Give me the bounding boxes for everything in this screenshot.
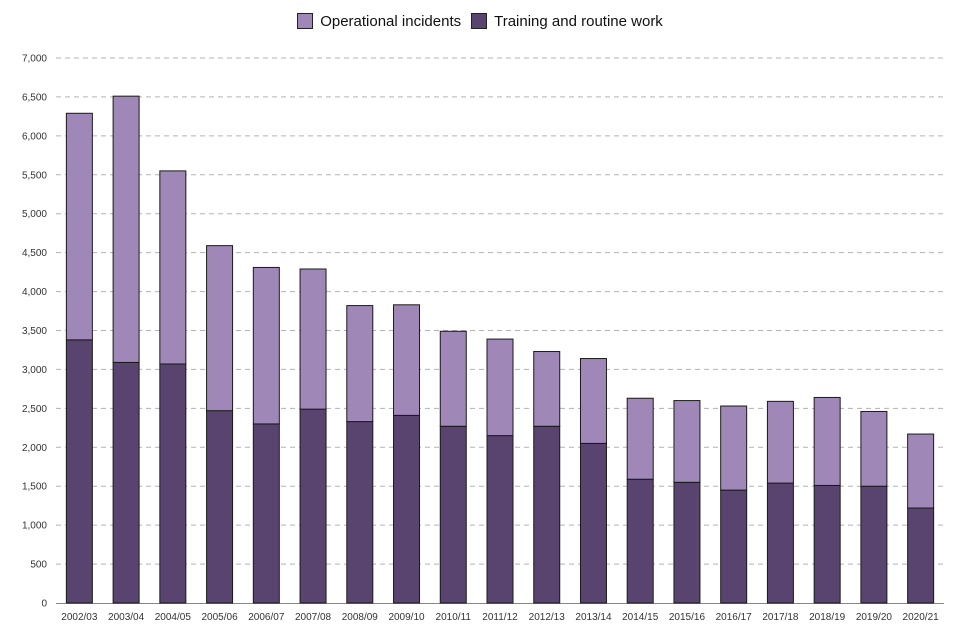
y-tick-label: 1,000 <box>22 521 47 532</box>
bar-training-and-routine-work <box>673 481 701 604</box>
x-tick-label: 2004/05 <box>155 612 192 623</box>
bar-training-and-routine-work <box>486 435 514 604</box>
bar-operational-incidents <box>720 405 748 491</box>
bar-training-and-routine-work <box>766 482 794 604</box>
legend-item-operational-incidents: Operational incidents <box>297 13 461 30</box>
bar-training-and-routine-work <box>346 421 374 604</box>
x-tick-label: 2006/07 <box>248 612 285 623</box>
bar-operational-incidents <box>860 410 888 487</box>
bar-operational-incidents <box>159 170 187 365</box>
bar-training-and-routine-work <box>813 484 841 604</box>
bar-operational-incidents <box>299 268 327 410</box>
x-tick-label: 2007/08 <box>295 612 332 623</box>
bar-operational-incidents <box>252 266 280 425</box>
bar-training-and-routine-work <box>720 489 748 604</box>
x-tick-label: 2012/13 <box>529 612 566 623</box>
x-tick-label: 2002/03 <box>61 612 98 623</box>
y-tick-label: 2,500 <box>22 404 47 415</box>
y-tick-label: 2,000 <box>22 443 47 454</box>
bar-operational-incidents <box>393 304 421 416</box>
y-tick-label: 5,000 <box>22 209 47 220</box>
bar-operational-incidents <box>813 396 841 486</box>
legend-label-operational-incidents: Operational incidents <box>320 12 462 30</box>
bar-training-and-routine-work <box>112 361 140 604</box>
bar-operational-incidents <box>626 397 654 480</box>
x-axis-ticks: 2002/03 2003/04 2004/05 2005/06 2006/07 2007/… <box>61 612 939 623</box>
bar-operational-incidents <box>439 330 467 427</box>
bar-training-and-routine-work <box>860 485 888 604</box>
legend-item-training-routine: Training and routine work <box>471 13 663 30</box>
x-tick-label: 2010/11 <box>436 612 472 623</box>
y-tick-label: 6,500 <box>22 92 47 103</box>
x-tick-label: 2018/19 <box>809 612 846 623</box>
bar-training-and-routine-work <box>439 425 467 604</box>
x-tick-label: 2019/20 <box>856 612 893 623</box>
bar-operational-incidents <box>579 358 607 444</box>
x-tick-label: 2013/14 <box>575 612 612 623</box>
bar-operational-incidents <box>346 305 374 423</box>
x-tick-label: 2008/09 <box>342 612 379 623</box>
y-tick-label: 1,500 <box>22 482 47 493</box>
x-tick-label: 2003/04 <box>108 612 145 623</box>
bar-operational-incidents <box>112 95 140 363</box>
bar-operational-incidents <box>206 245 234 412</box>
bar-training-and-routine-work <box>533 425 561 604</box>
bar-training-and-routine-work <box>65 339 93 604</box>
y-axis-ticks: 0 500 1,000 1,500 2,000 2,500 3,000 3,500 4,000 4… <box>22 54 47 610</box>
y-tick-label: 500 <box>30 560 47 571</box>
bar-training-and-routine-work <box>579 442 607 604</box>
x-tick-label: 2015/16 <box>669 612 706 623</box>
y-tick-label: 3,000 <box>22 365 47 376</box>
x-tick-label: 2020/21 <box>903 612 940 623</box>
x-tick-label: 2011/12 <box>482 612 518 623</box>
bars <box>65 95 935 604</box>
x-tick-label: 2009/10 <box>388 612 425 623</box>
legend: Operational incidents Training and routi… <box>0 10 960 32</box>
y-tick-label: 7,000 <box>22 54 47 65</box>
bar-operational-incidents <box>65 112 93 341</box>
legend-swatch-operational-incidents <box>297 13 314 29</box>
bar-operational-incidents <box>486 338 514 437</box>
legend-swatch-training-routine <box>471 13 488 29</box>
y-tick-label: 4,000 <box>22 287 47 298</box>
bar-operational-incidents <box>907 433 935 509</box>
x-tick-label: 2014/15 <box>622 612 659 623</box>
bar-training-and-routine-work <box>907 507 935 604</box>
bar-operational-incidents <box>533 351 561 427</box>
x-tick-label: 2005/06 <box>202 612 239 623</box>
bar-operational-incidents <box>766 400 794 484</box>
y-tick-label: 0 <box>41 599 47 610</box>
bar-training-and-routine-work <box>206 410 234 604</box>
legend-label-training-routine: Training and routine work <box>494 12 663 30</box>
y-tick-label: 3,500 <box>22 326 47 337</box>
x-tick-label: 2016/17 <box>716 612 753 623</box>
bar-training-and-routine-work <box>252 423 280 604</box>
bar-training-and-routine-work <box>626 478 654 604</box>
bar-training-and-routine-work <box>393 414 421 604</box>
bar-operational-incidents <box>673 400 701 483</box>
y-tick-label: 6,000 <box>22 131 47 142</box>
y-tick-label: 5,500 <box>22 170 47 181</box>
bar-training-and-routine-work <box>159 363 187 604</box>
x-tick-label: 2017/18 <box>762 612 799 623</box>
y-tick-label: 4,500 <box>22 248 47 259</box>
bar-training-and-routine-work <box>299 408 327 604</box>
